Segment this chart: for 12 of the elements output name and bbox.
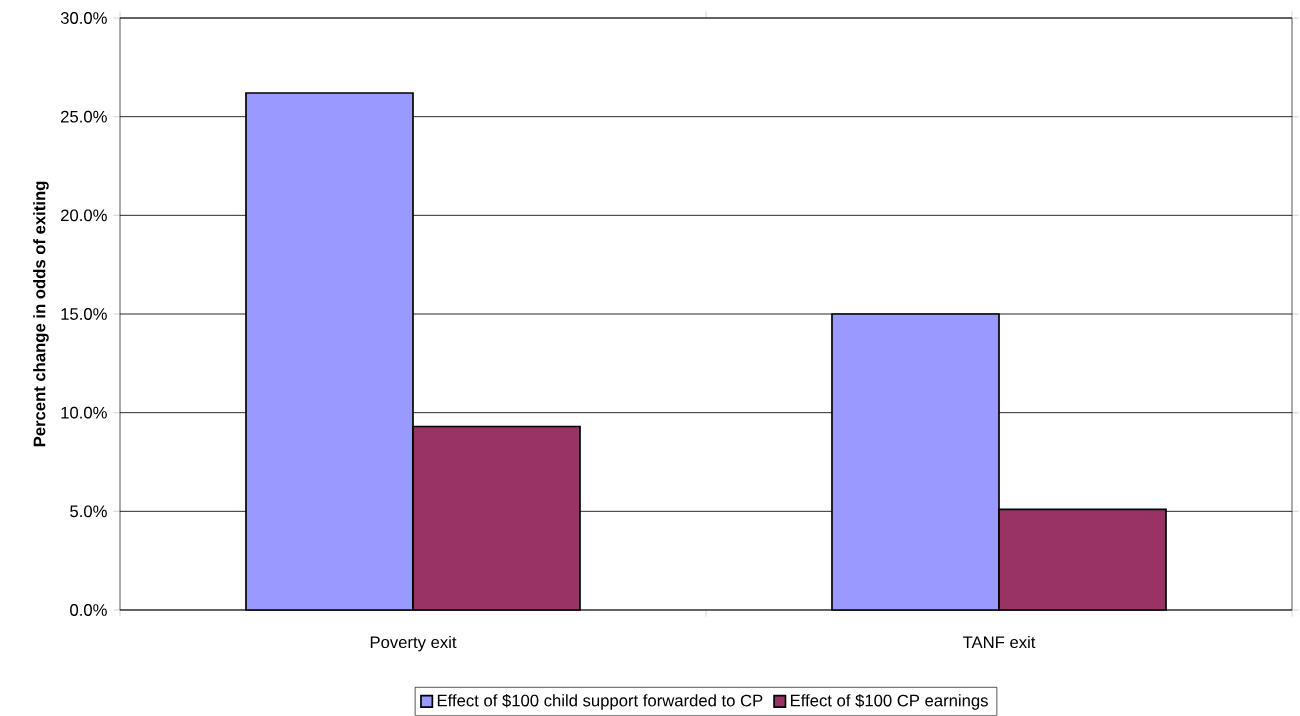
y-tick-label: 20.0% xyxy=(61,209,107,222)
y-tick-label: 0.0% xyxy=(70,604,107,616)
y-tick-label: 10.0% xyxy=(61,406,107,419)
x-tick-label: TANF exit xyxy=(962,635,1036,649)
x-tick-label: Poverty exit xyxy=(370,635,457,652)
y-axis-title: Percent change in odds of exiting xyxy=(33,181,49,447)
legend-label: Effect of $100 child support forwarded to CP xyxy=(437,694,763,710)
legend-label: Effect of $100 CP earnings xyxy=(790,694,988,710)
y-tick-label: 5.0% xyxy=(70,505,107,518)
y-tick-label: 15.0% xyxy=(61,308,107,320)
y-tick-label: 25.0% xyxy=(61,110,107,123)
y-tick-label: 30.0% xyxy=(60,12,107,24)
